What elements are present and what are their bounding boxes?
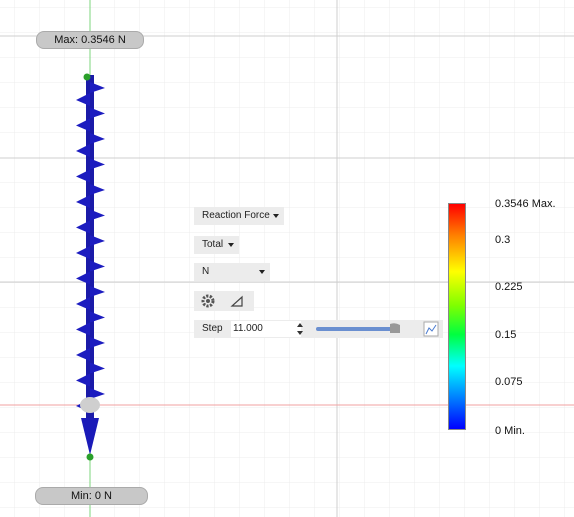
- result-type: Reaction Force: [202, 210, 270, 221]
- results-panel: Reaction Force Total N Step 11.000: [193, 204, 443, 342]
- node: [84, 74, 91, 81]
- legend-label: 0.225: [495, 281, 523, 293]
- caret: [273, 214, 279, 218]
- support: [80, 397, 100, 413]
- max-label: Max: 0.3546 N: [36, 31, 144, 49]
- unit: N: [202, 266, 209, 277]
- component-dropdown[interactable]: Total: [194, 236, 239, 254]
- component: Total: [202, 239, 223, 250]
- step-label: Step: [202, 323, 223, 334]
- caret: [228, 243, 234, 247]
- step-input[interactable]: 11.000: [231, 321, 301, 337]
- result-type-dropdown[interactable]: Reaction Force: [194, 207, 284, 225]
- spinner[interactable]: [297, 323, 303, 335]
- legend-label: 0.3546 Max.: [495, 198, 556, 210]
- min-label: Min: 0 N: [35, 487, 148, 505]
- caret: [259, 270, 265, 274]
- node: [87, 454, 94, 461]
- legend-label: 0.3: [495, 234, 510, 246]
- unit-dropdown[interactable]: N: [194, 263, 270, 281]
- legend-label: 0.075: [495, 376, 523, 388]
- color-scale: [448, 203, 466, 430]
- simulation-viewport: Max: 0.3546 N Min: 0 N Reaction Force To…: [0, 0, 574, 517]
- legend-label: 0 Min.: [495, 425, 525, 437]
- tool-icons: [194, 291, 254, 311]
- step-bar: Step 11.000: [194, 320, 443, 338]
- settings-icon[interactable]: [203, 296, 213, 306]
- slider[interactable]: [314, 321, 439, 337]
- legend-label: 0.15: [495, 329, 516, 341]
